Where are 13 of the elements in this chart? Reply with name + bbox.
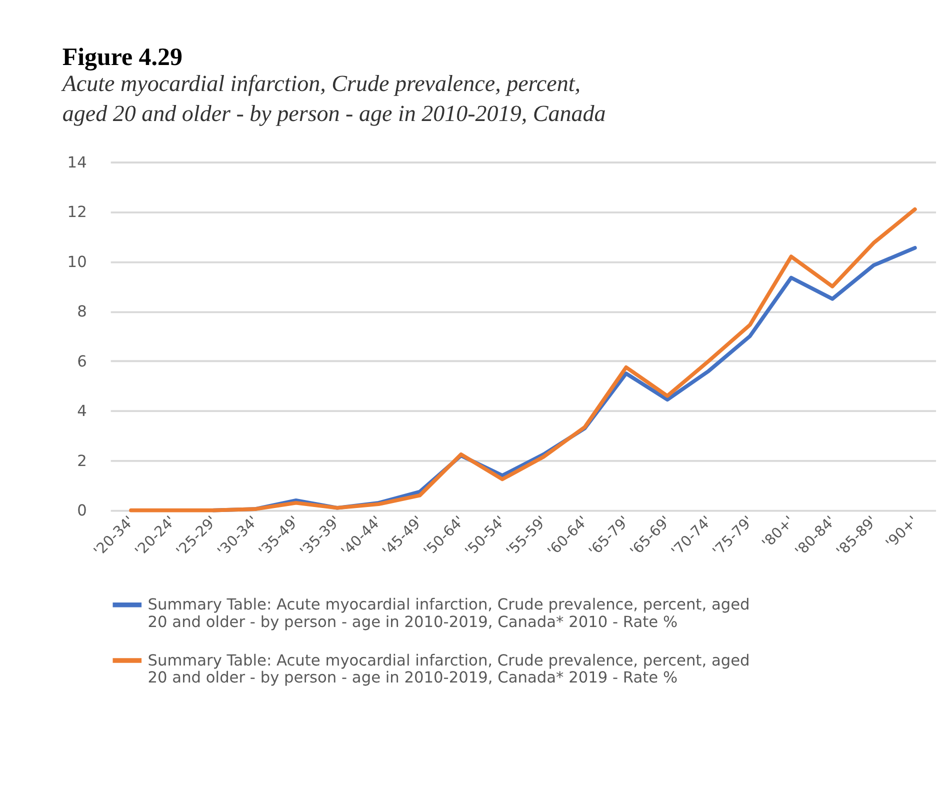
y-tick-label: 6 [77,352,87,370]
y-tick-label: 8 [77,302,87,321]
legend-label: Summary Table: Acute myocardial infarction, Crude prevalence, percent, aged 20 and older - by person - age in 2010-2019, Canada* 2010 - Rate % [148,596,750,631]
chart-subtitle: Acute myocardial infarction, Crude prevalence, percent, aged 20 and older - by person - age in 2010-2019, Canada [60,70,606,126]
legend-label: Summary Table: Acute myocardial infarction, Crude prevalence, percent, aged 20 and older - by person - age in 2010-2019, Canada* 2019 - Rate % [148,651,750,687]
y-tick-label: 10 [67,252,87,271]
y-tick-label: 14 [67,153,87,172]
y-tick-label: 4 [77,402,87,420]
chart-title: Figure 4.29 [62,44,182,72]
line-series [129,207,917,512]
y-tick-label: 2 [77,452,87,470]
y-tick-label: 12 [67,203,87,222]
y-tick-label: 0 [77,502,87,520]
